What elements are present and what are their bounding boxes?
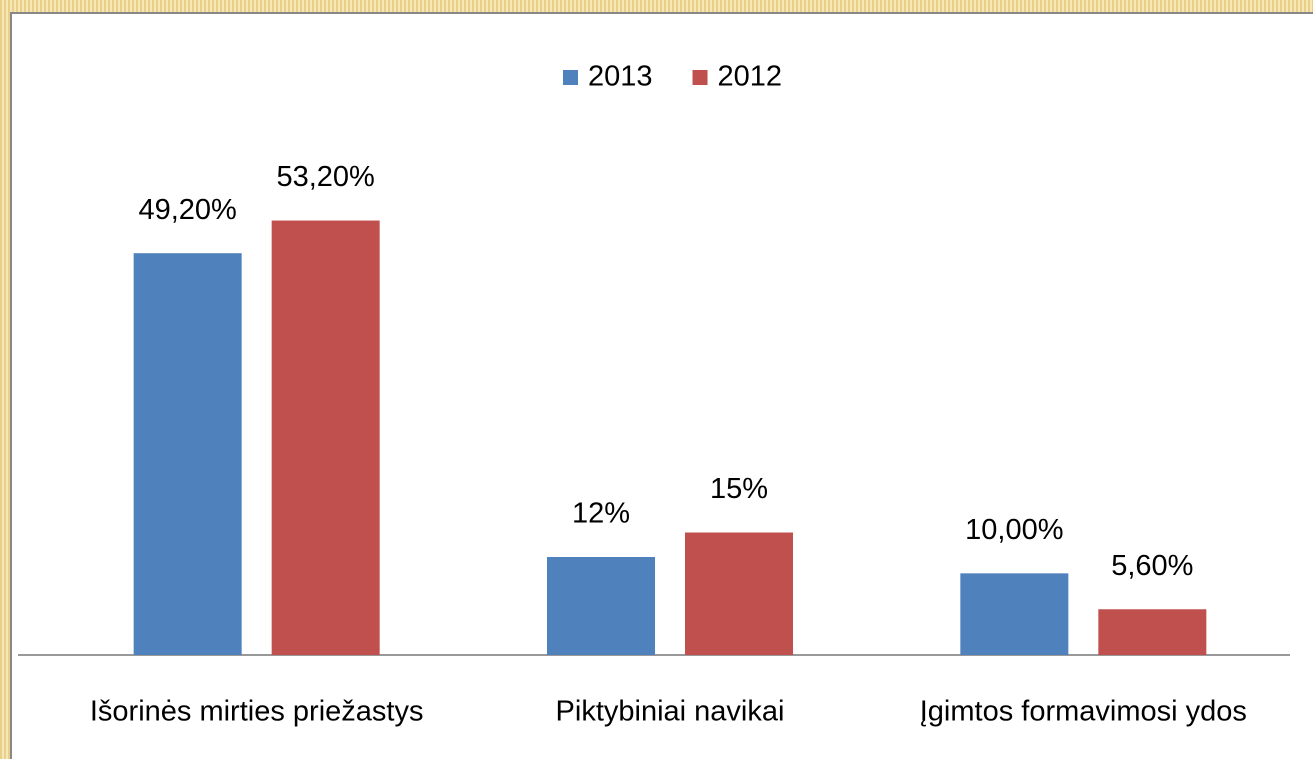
x-tick-label: Įgimtos formavimosi ydos: [920, 696, 1247, 728]
legend-label: 2012: [718, 61, 783, 93]
data-label: 15%: [710, 473, 768, 505]
bar: [271, 220, 380, 656]
data-label: 49,20%: [138, 194, 236, 226]
data-label: 5,60%: [1111, 550, 1193, 582]
bar: [685, 532, 793, 655]
data-label: 12%: [572, 498, 630, 530]
data-label: 53,20%: [276, 161, 374, 193]
x-tick-label: Piktybiniai navikai: [556, 696, 785, 728]
data-label: 10,00%: [965, 514, 1063, 546]
bar: [547, 557, 655, 655]
x-tick-label: Išorinės mirties priežastys: [90, 696, 424, 728]
bar: [133, 253, 242, 655]
legend-label: 2013: [588, 61, 653, 93]
legend-swatch: [563, 70, 578, 85]
bar: [1098, 609, 1207, 655]
legend-swatch: [692, 70, 708, 85]
bar: [960, 573, 1069, 655]
